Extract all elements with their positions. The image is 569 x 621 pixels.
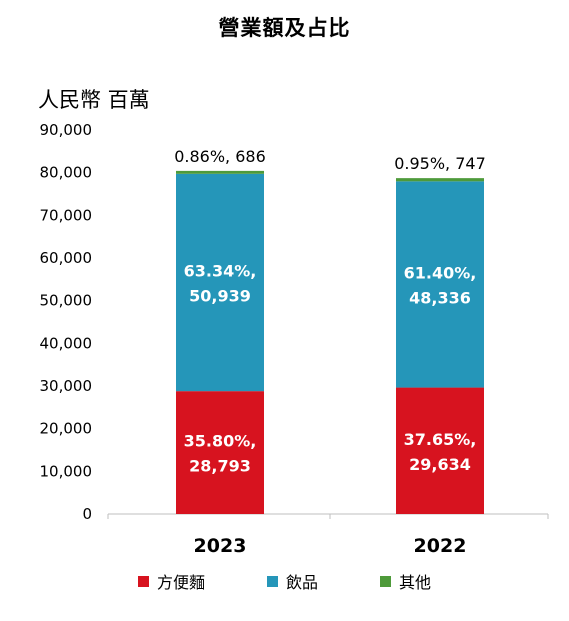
legend-label-noodles: 方便麵 (156, 573, 205, 592)
y-tick-label: 40,000 (40, 334, 93, 352)
x-category-label: 2022 (414, 535, 467, 557)
legend-swatch-beverages (266, 575, 278, 587)
y-tick-label: 10,000 (40, 462, 93, 480)
unit-label: 人民幣 百萬 (38, 88, 150, 112)
y-tick-label: 0 (82, 505, 92, 523)
y-tick-label: 90,000 (40, 121, 93, 139)
legend-label-beverages: 飲品 (285, 573, 318, 592)
data-label: 35.80%, (184, 432, 257, 451)
bar-segment-noodles (176, 391, 264, 514)
y-tick-label: 80,000 (40, 164, 93, 182)
legend-label-others: 其他 (399, 573, 432, 592)
bar-segment-beverages (176, 173, 264, 392)
data-label: 37.65%, (404, 430, 477, 449)
y-tick-label: 30,000 (40, 377, 93, 395)
stacked-bar-chart: 0 10,000 20,000 30,000 40,000 50,000 60,000 70,… (40, 121, 549, 557)
legend-item-noodles: 方便麵 (137, 569, 205, 593)
data-label: 50,939 (189, 286, 251, 305)
y-tick-label: 70,000 (40, 206, 93, 224)
data-label: 48,336 (409, 288, 471, 307)
legend-item-beverages: 飲品 (266, 569, 318, 593)
data-label: 61.40%, (404, 263, 477, 282)
y-tick-label: 50,000 (40, 292, 93, 310)
data-label: 63.34%, (184, 261, 257, 280)
chart-title: 營業額及占比 (218, 16, 351, 40)
y-tick-label: 20,000 (40, 420, 93, 438)
bar-segment-noodles (396, 387, 484, 514)
bar-segment-beverages (396, 181, 484, 388)
data-label: 29,634 (409, 455, 471, 474)
data-label: 0.86%, 686 (174, 147, 266, 166)
legend-item-others: 其他 (380, 569, 431, 593)
data-label: 28,793 (189, 457, 251, 476)
x-category-label: 2023 (194, 535, 247, 557)
data-label: 0.95%, 747 (394, 154, 486, 173)
legend-swatch-noodles (137, 575, 149, 587)
y-tick-label: 60,000 (40, 249, 93, 267)
legend-swatch-others (380, 575, 391, 587)
bar-segment-others (176, 170, 264, 174)
legend: 方便麵 飲品 其他 (0, 569, 569, 593)
bar-segment-others (396, 178, 484, 182)
